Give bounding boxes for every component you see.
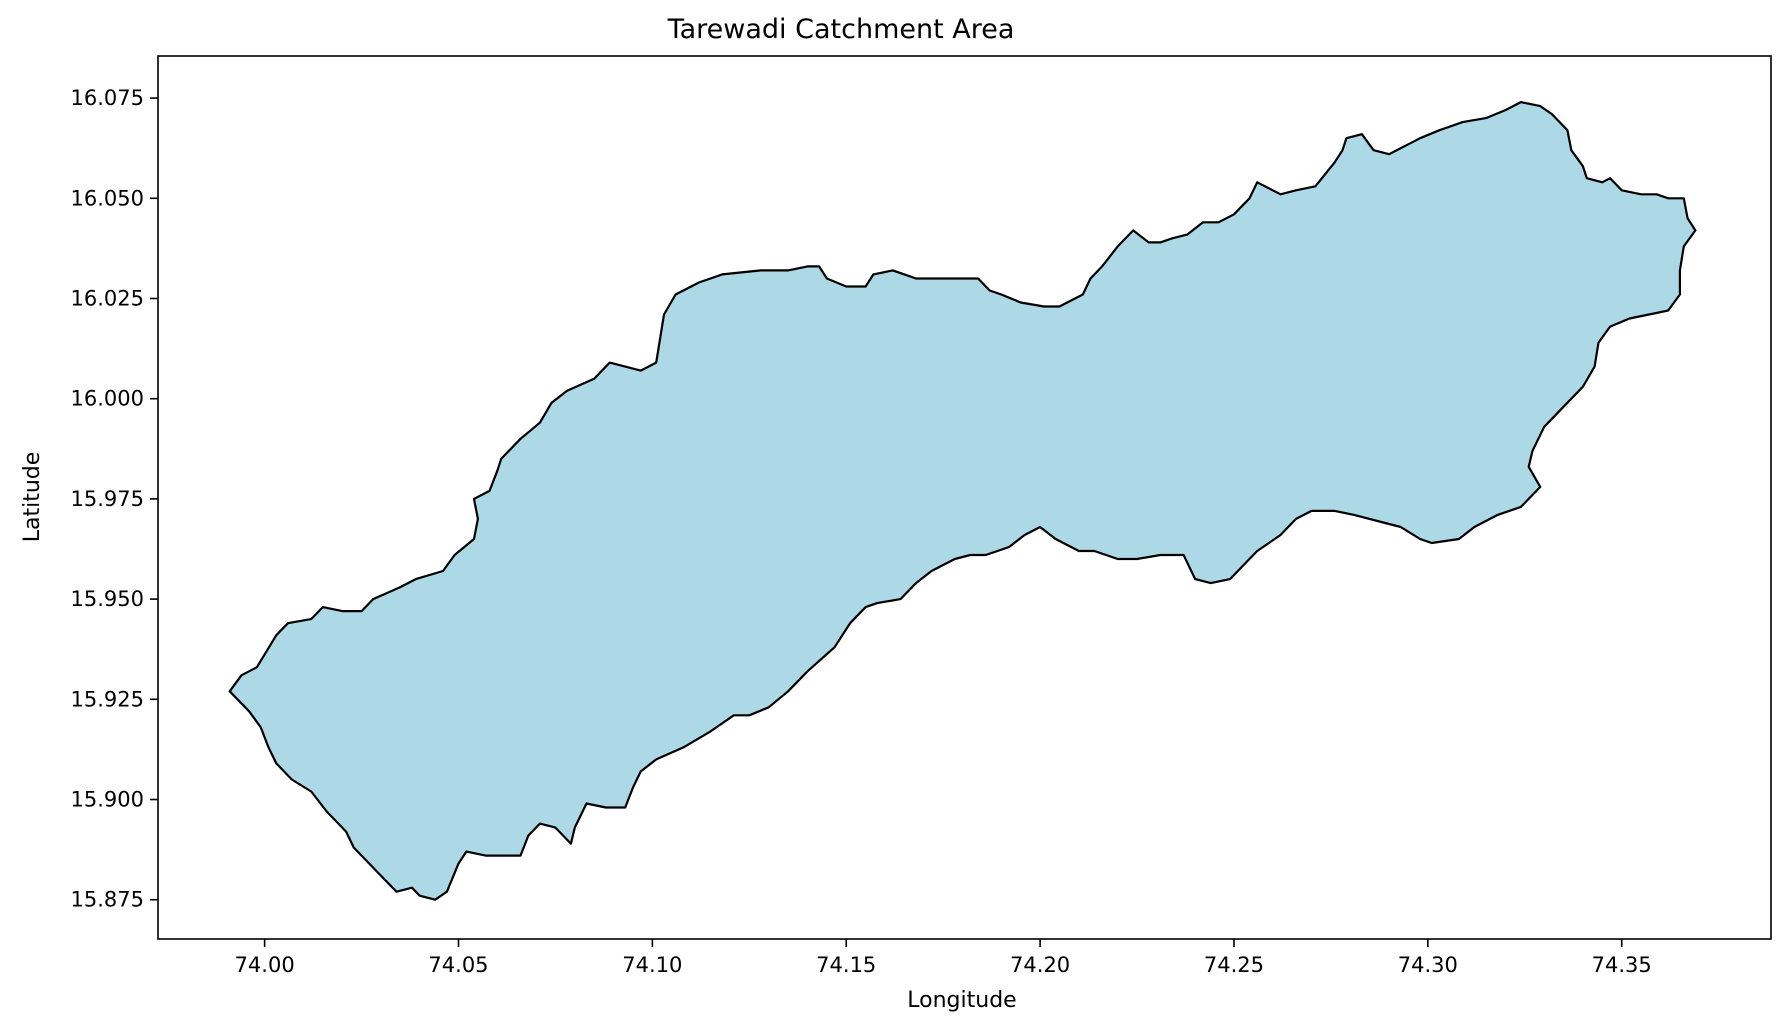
x-tick-label: 74.25 — [1204, 953, 1264, 977]
y-tick-label: 15.975 — [71, 487, 144, 511]
y-axis-label: Latitude — [20, 452, 45, 543]
y-tick-label: 15.950 — [71, 587, 144, 611]
catchment-polygon — [228, 101, 1697, 901]
y-tick-label: 16.000 — [71, 387, 144, 411]
x-axis-label: Longitude — [907, 988, 1016, 1013]
x-axis-ticks: 74.00 74.05 74.10 74.15 74.20 74.25 74.30 74.35 — [235, 939, 1652, 977]
x-tick-label: 74.30 — [1398, 953, 1458, 977]
map-title: Tarewadi Catchment Area — [667, 14, 1015, 45]
x-tick-label: 74.20 — [1010, 953, 1070, 977]
x-tick-label: 74.35 — [1592, 953, 1652, 977]
y-tick-label: 15.875 — [71, 888, 144, 912]
plot-frame — [157, 55, 1772, 940]
x-tick-label: 74.15 — [816, 953, 876, 977]
x-tick-label: 74.10 — [622, 953, 682, 977]
x-tick-label: 74.00 — [235, 953, 295, 977]
y-tick-label: 16.025 — [71, 286, 144, 310]
y-axis-ticks: 15.875 15.900 15.925 15.950 15.975 16.000 16.0… — [71, 86, 158, 912]
y-tick-label: 15.925 — [71, 687, 144, 711]
catchment-layer — [228, 101, 1697, 901]
y-tick-label: 15.900 — [71, 788, 144, 812]
y-tick-label: 16.075 — [71, 86, 144, 110]
y-tick-label: 16.050 — [71, 186, 144, 210]
x-tick-label: 74.05 — [428, 953, 488, 977]
